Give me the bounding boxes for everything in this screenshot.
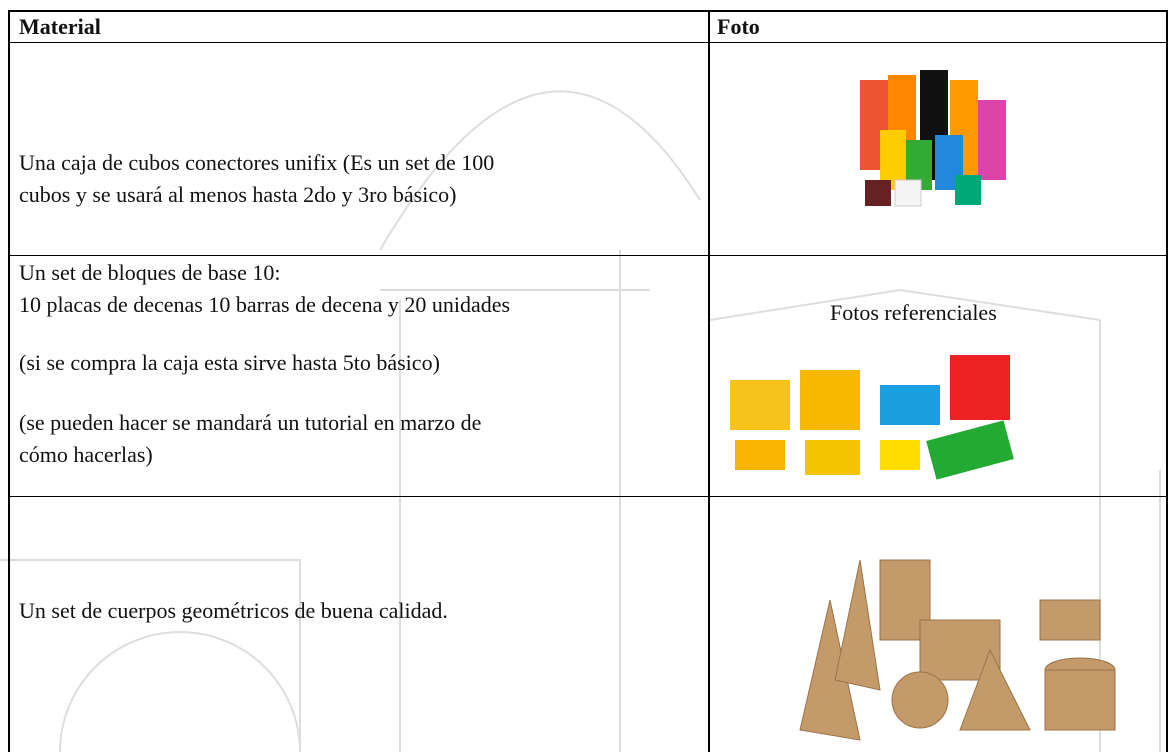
unifix-cubes bbox=[860, 70, 1006, 207]
material-text: (se pueden hacer se mandará un tutorial … bbox=[19, 410, 482, 435]
table-border bbox=[8, 42, 1168, 43]
material-text: Un set de bloques de base 10: bbox=[19, 260, 281, 285]
table-border bbox=[8, 255, 1168, 256]
material-text: (si se compra la caja esta sirve hasta 5… bbox=[19, 350, 440, 375]
material-text: cómo hacerlas) bbox=[19, 442, 153, 467]
material-text: 10 placas de decenas 10 barras de decena… bbox=[19, 292, 511, 317]
base-ten-blocks bbox=[730, 355, 1014, 480]
header-cell: Foto bbox=[717, 14, 760, 39]
table-border bbox=[8, 10, 10, 752]
geometric-solids bbox=[799, 559, 1116, 741]
material-text: cubos y se usará al menos hasta 2do y 3r… bbox=[19, 182, 457, 207]
table-border bbox=[708, 10, 710, 752]
table-border bbox=[1166, 10, 1168, 752]
photo-caption: Fotos referenciales bbox=[830, 300, 997, 325]
header-cell: Material bbox=[19, 14, 101, 39]
table-border bbox=[8, 10, 1168, 12]
material-text: Un set de cuerpos geométricos de buena c… bbox=[19, 598, 448, 623]
table-border bbox=[8, 496, 1168, 497]
material-text: Una caja de cubos conectores unifix (Es … bbox=[19, 150, 495, 175]
